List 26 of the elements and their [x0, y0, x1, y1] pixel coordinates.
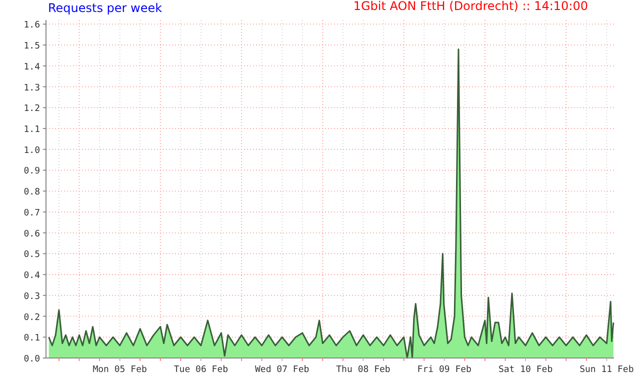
y-tick-label: 0.9: [24, 166, 40, 177]
x-tick-label: Thu 08 Feb: [336, 365, 390, 375]
y-tick-label: 1.2: [24, 104, 40, 114]
y-tick-label: 0.4: [24, 271, 40, 282]
y-tick-label: 0.2: [24, 312, 40, 323]
y-tick-label: 1.3: [24, 83, 40, 94]
y-tick-label: 0.7: [24, 208, 40, 218]
y-tick-label: 1.1: [24, 124, 40, 135]
chart-title: Requests per week: [48, 1, 162, 15]
y-tick-label: 1.6: [24, 20, 40, 31]
x-tick-label: Sun 11 Feb: [580, 365, 634, 375]
y-tick-label: 1.4: [24, 62, 40, 72]
x-tick-label: Fri 09 Feb: [417, 365, 472, 375]
y-tick-label: 0.6: [24, 229, 40, 240]
y-tick-label: 1.5: [24, 42, 40, 52]
y-tick-label: 0.8: [24, 188, 40, 198]
y-tick-label: 0.0: [24, 354, 40, 364]
x-tick-label: Sat 10 Feb: [498, 365, 553, 375]
y-tick-label: 1.0: [24, 146, 40, 156]
chart-subtitle: 1Gbit AON FttH (Dordrecht) :: 14:10:00: [353, 0, 588, 13]
y-tick-label: 0.3: [24, 292, 40, 302]
x-tick-label: Wed 07 Feb: [255, 365, 310, 375]
x-tick-label: Tue 06 Feb: [174, 365, 228, 375]
x-tick-label: Mon 05 Feb: [92, 365, 147, 375]
y-tick-label: 0.5: [24, 250, 40, 260]
y-tick-label: 0.1: [24, 334, 40, 344]
